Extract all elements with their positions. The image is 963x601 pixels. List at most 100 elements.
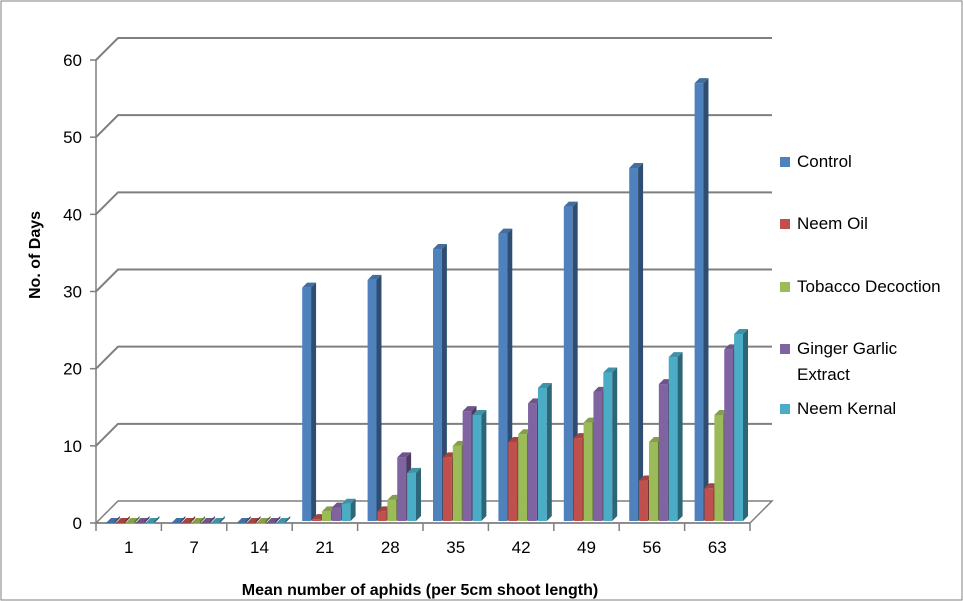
gridline	[95, 345, 772, 370]
bar-front	[528, 403, 537, 521]
bar	[734, 328, 748, 521]
bar-front	[508, 441, 518, 521]
bar-front	[321, 511, 331, 521]
bar-front	[115, 523, 125, 524]
legend-item: Tobacco Decoction	[780, 277, 941, 296]
bar-front	[648, 441, 658, 521]
bar-front	[236, 523, 246, 524]
bar-top	[668, 352, 683, 358]
bar-side	[703, 78, 709, 522]
gridline	[95, 37, 772, 61]
bar	[407, 467, 421, 521]
x-tick-label: 63	[708, 538, 727, 557]
gridline	[95, 268, 772, 293]
bar-side	[677, 352, 683, 521]
bar	[266, 516, 281, 524]
bar-front	[658, 384, 668, 521]
bar-side	[134, 516, 140, 523]
bar-front	[276, 523, 286, 524]
bar-front	[433, 249, 442, 521]
legend-item: Ginger Garlic Extract	[780, 339, 898, 384]
bar-front	[629, 168, 639, 522]
bar-top	[210, 518, 225, 523]
x-tick-label: 35	[446, 538, 465, 557]
bar-front	[407, 472, 416, 521]
bar	[191, 516, 206, 524]
legend-label: Ginger Garlic Extract	[797, 339, 898, 384]
bar	[276, 516, 291, 524]
bar-top	[256, 518, 271, 523]
bar-side	[265, 516, 271, 523]
legend-label: Neem Kernal	[797, 399, 896, 418]
y-tick-labels: 0 10 20 30 40 50 60	[63, 51, 82, 533]
bar-front	[518, 434, 528, 521]
y-tick-label: 60	[63, 51, 82, 70]
legend-item: Neem Oil	[780, 214, 868, 233]
bar-front	[210, 523, 220, 524]
x-tick-label: 21	[315, 538, 334, 557]
bar-front	[583, 422, 593, 521]
legend-label: Neem Oil	[797, 214, 868, 233]
bar-top	[115, 518, 130, 523]
bar-front	[312, 519, 321, 521]
bar-front	[145, 523, 155, 524]
bar-front	[563, 206, 573, 521]
legend-item: Control	[780, 152, 852, 171]
bar	[694, 78, 709, 522]
bar-front	[704, 488, 714, 521]
bar-top	[106, 518, 120, 523]
bar-front	[191, 523, 201, 524]
bar-front	[387, 499, 397, 521]
bar-top	[397, 452, 412, 458]
bar-side	[180, 516, 186, 523]
bar-front	[472, 414, 482, 521]
y-tick-label: 40	[63, 205, 82, 224]
bar-top	[603, 367, 618, 373]
gridlines	[90, 37, 772, 524]
bar	[246, 516, 261, 524]
bar-top	[135, 518, 150, 523]
bar-front	[246, 523, 256, 524]
bar-top	[191, 518, 206, 523]
bar-top	[276, 518, 291, 523]
bar-front	[181, 523, 191, 524]
bar-side	[285, 516, 291, 523]
bar-front	[106, 523, 115, 524]
x-axis-label: Mean number of aphids (per 5cm shoot len…	[242, 582, 598, 599]
bar-side	[209, 516, 215, 523]
bar-top	[236, 518, 251, 523]
bar	[135, 516, 150, 524]
bar-top	[145, 518, 160, 523]
bar-top	[266, 518, 281, 523]
bar-front	[256, 523, 266, 524]
bar-front	[452, 445, 462, 521]
bar-top	[498, 228, 513, 234]
bar-side	[311, 282, 317, 521]
bar-top	[367, 274, 382, 280]
bar	[210, 516, 225, 524]
bar-side	[416, 467, 421, 521]
bar	[537, 382, 552, 521]
bar-side	[350, 498, 356, 521]
x-tick-label: 28	[381, 538, 400, 557]
bar	[472, 409, 487, 521]
bar-top	[341, 498, 356, 504]
bar-front	[125, 523, 135, 524]
bar-side	[144, 516, 150, 523]
bar-top	[407, 467, 421, 473]
bar	[201, 516, 215, 524]
y-tick-label: 10	[63, 437, 82, 456]
bars	[106, 78, 748, 524]
legend-swatch	[780, 404, 790, 414]
bar-side	[114, 516, 120, 523]
bar-front	[639, 480, 648, 521]
bar-side	[743, 328, 748, 521]
bar-front	[593, 391, 603, 521]
bar-front	[302, 287, 312, 521]
legend: Control Neem Oil Tobacco Decoction Ginger G…	[780, 152, 941, 418]
x-tick-label: 49	[577, 538, 596, 557]
bar-front	[397, 457, 407, 521]
bar-top	[462, 406, 477, 412]
